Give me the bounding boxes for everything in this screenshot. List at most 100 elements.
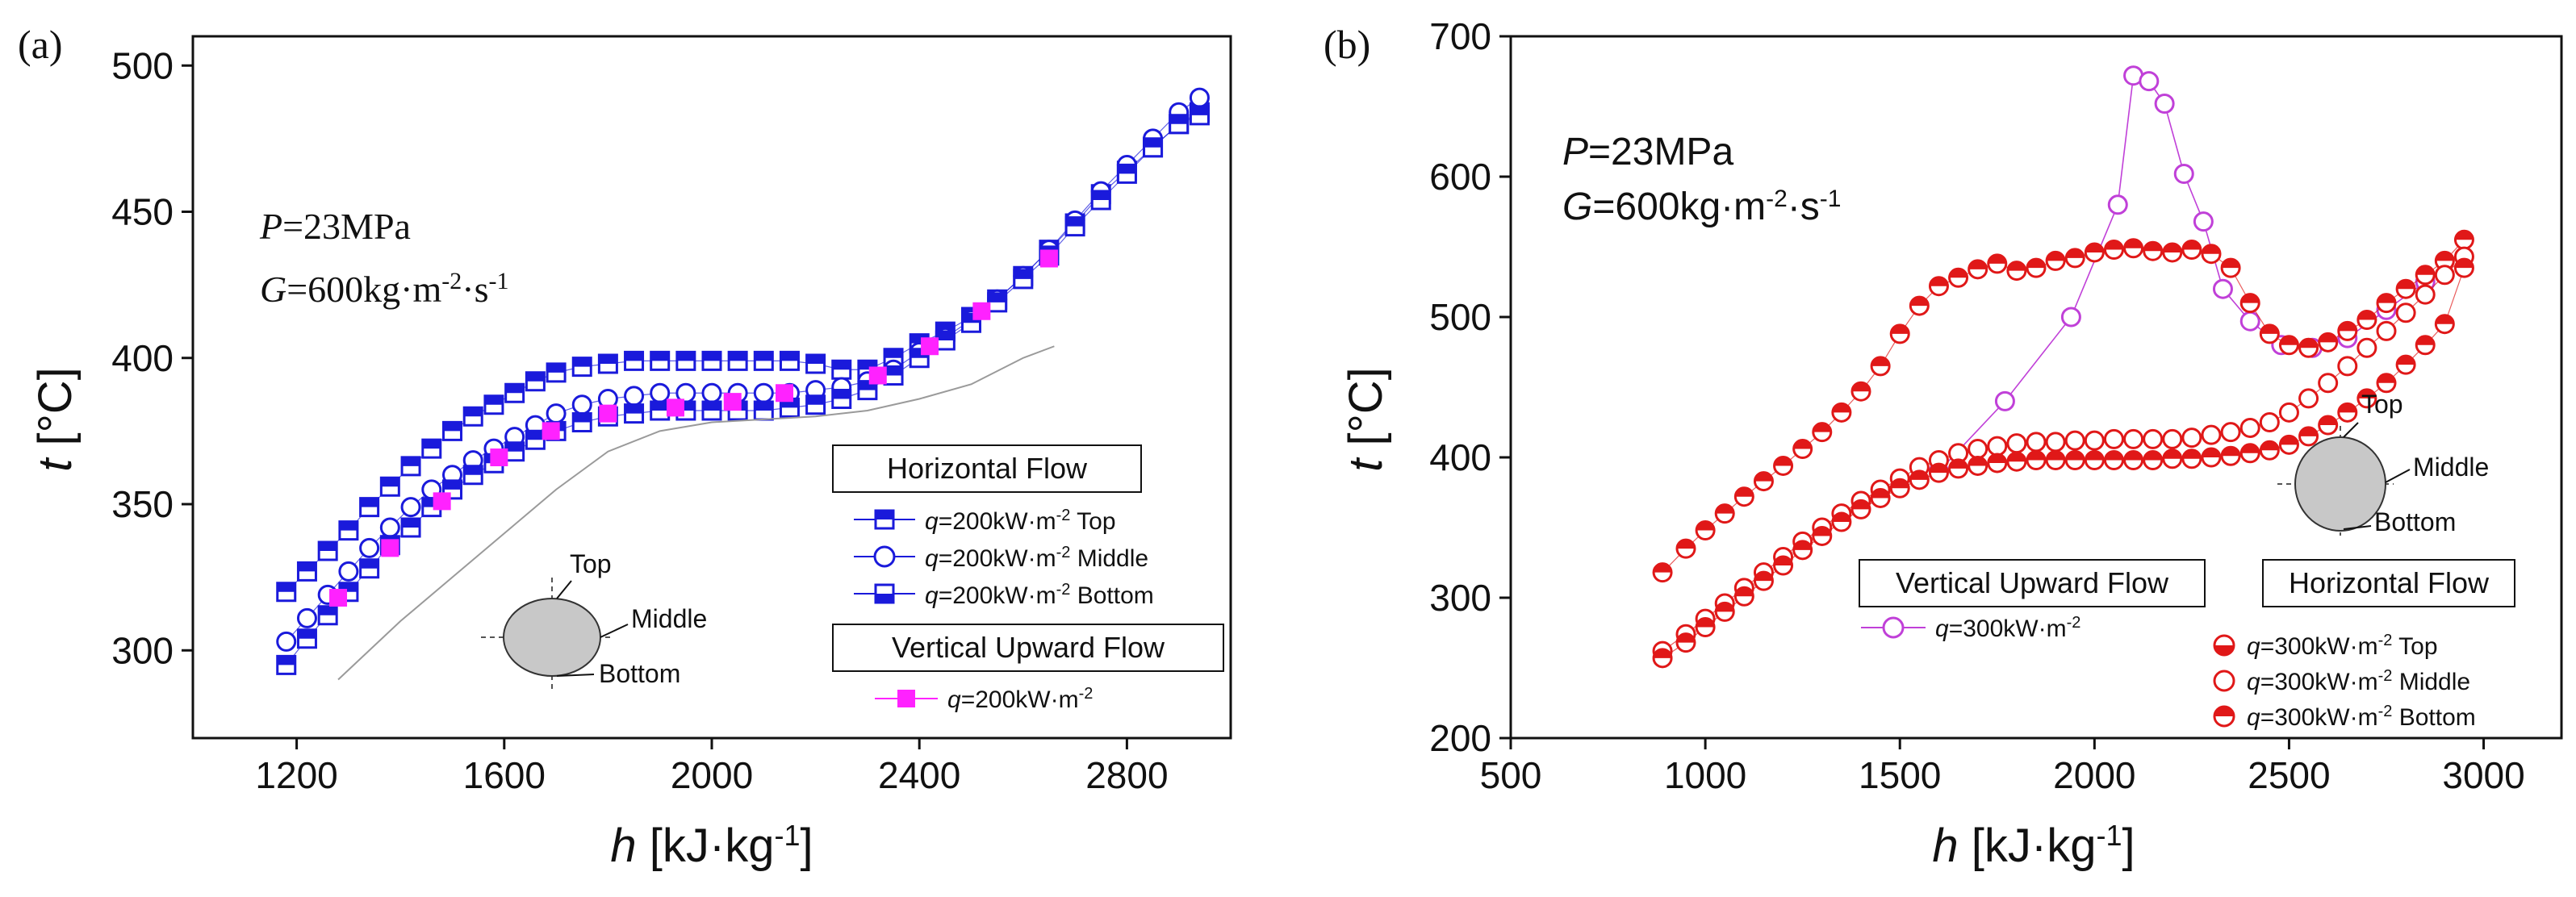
panel-b-data-point xyxy=(2356,388,2377,409)
panel-b-data-point xyxy=(2376,320,2397,341)
panel-a-data-point xyxy=(650,350,671,371)
panel-b-data-point xyxy=(2395,278,2416,299)
panel-a-data-point xyxy=(462,465,483,486)
panel-a-x-tick-label: 2000 xyxy=(671,754,753,796)
panel-a-data-point xyxy=(400,497,421,518)
panel-a-legend-group-box-vertical xyxy=(832,624,1224,672)
panel-a-data-point xyxy=(381,539,399,557)
panel-b-data-point xyxy=(1909,469,1930,490)
panel-b-y-tick-label: 400 xyxy=(1429,436,1491,478)
panel-b-data-point xyxy=(1889,478,1910,499)
panel-b-data-point xyxy=(2181,428,2202,448)
legend-marker-middle xyxy=(873,545,896,568)
panel-a-data-point xyxy=(1143,137,1164,158)
panel-a-data-point xyxy=(421,438,442,459)
panel-b-data-point xyxy=(2107,194,2128,215)
panel-a-data-point xyxy=(525,429,546,450)
panel-b-data-point xyxy=(2181,239,2202,260)
panel-b-data-point xyxy=(2139,71,2160,92)
panel-b-mass-flux-label: G=600kg·m-2·s-1 xyxy=(1562,186,1841,229)
panel-a-data-point xyxy=(1189,87,1210,108)
panel-b-data-point xyxy=(2259,412,2280,432)
panel-b-data-point xyxy=(2181,448,2202,469)
panel-b-data-point xyxy=(2084,430,2105,451)
panel-b-data-point xyxy=(1652,648,1673,669)
panel-b-data-point xyxy=(2143,240,2164,261)
panel-a-legend-item-middle: q=200kW·m-2 Middle xyxy=(854,544,1148,572)
panel-b-data-point xyxy=(1773,555,1794,576)
panel-b-data-point xyxy=(2415,335,2436,356)
panel-a-data-point xyxy=(805,353,826,374)
panel-a-data-point xyxy=(1090,190,1111,211)
panel-b-data-point xyxy=(2201,447,2222,468)
panel-a-y-tick-label: 300 xyxy=(111,629,174,671)
panel-b-legend-label-top: q=300kW·m-2 Top xyxy=(2247,632,2438,660)
panel-a-data-point xyxy=(490,448,508,466)
panel-b-series-1 xyxy=(1652,229,2474,583)
panel-b-data-point xyxy=(1994,390,2015,411)
panel-b-data-point xyxy=(2318,415,2339,436)
panel-b-data-point xyxy=(1812,525,1833,546)
panel-a-data-point xyxy=(338,520,359,541)
panel-b-data-point xyxy=(2415,284,2436,305)
panel-b-pipe-cross-section: Top Middle Bottom xyxy=(2277,390,2489,536)
pipe-label-middle: Middle xyxy=(631,604,707,633)
panel-a-data-point xyxy=(597,353,618,374)
panel-b-data-point xyxy=(1870,356,1891,377)
panel-a-data-point xyxy=(462,406,483,427)
panel-b-data-point xyxy=(1675,632,1696,653)
panel-a-legend-label-bottom: q=200kW·m-2 Bottom xyxy=(925,581,1154,609)
panel-a-data-point xyxy=(1064,216,1085,237)
panel-a-data-point xyxy=(935,330,956,351)
panel-b-data-point xyxy=(1968,439,1988,460)
panel-b-x-tick-label: 1000 xyxy=(1664,754,1746,796)
panel-b-y-tick-label: 300 xyxy=(1429,577,1491,619)
panel-a-axes: 1200 1600 2000 2400 2800 300 350 400 450 500 xyxy=(111,44,1168,796)
panel-b-data-point xyxy=(1870,487,1891,508)
panel-a-data-point xyxy=(1189,105,1210,126)
panel-a-y-tick-label: 350 xyxy=(111,483,174,525)
panel-a-data-point xyxy=(571,357,592,378)
panel-a-data-point xyxy=(675,350,696,371)
panel-a-x-axis-label: h [kJ·kg-1] xyxy=(610,819,813,873)
panel-a-data-point xyxy=(776,384,794,403)
panel-a-data-point xyxy=(400,517,421,538)
panel-a-data-point xyxy=(359,497,380,518)
panel-b-data-point xyxy=(2064,248,2085,269)
panel-b-x-tick-label: 3000 xyxy=(2442,754,2524,796)
panel-b-data-point xyxy=(1753,471,1774,492)
panel-a-data-point xyxy=(1116,163,1137,184)
panel-b-data-point xyxy=(1733,486,1754,507)
panel-b-data-point xyxy=(1968,259,1988,280)
panel-b-data-point xyxy=(2212,278,2233,299)
panel-b-data-point xyxy=(2434,314,2455,335)
panel-b-data-point xyxy=(2337,356,2358,377)
panel-a-data-point xyxy=(727,350,748,371)
panel-b: (b) 500 1000 1500 2000 2500 3000 200 300 400 500 6… xyxy=(1324,15,2563,872)
legend-marker-middle xyxy=(2213,670,2235,692)
panel-a-data-point xyxy=(317,540,338,561)
panel-b-x-tick-label: 1500 xyxy=(1859,754,1941,796)
panel-b-data-point xyxy=(2201,244,2222,265)
panel-b-data-point xyxy=(2239,293,2260,314)
panel-a-series-4 xyxy=(337,345,1055,681)
panel-a-data-point xyxy=(442,420,462,441)
panel-a-data-point xyxy=(972,302,991,320)
panel-a-data-point xyxy=(666,398,684,417)
panel-b-data-point xyxy=(2239,311,2260,332)
panel-b-data-point xyxy=(2239,443,2260,464)
panel-b-data-point xyxy=(1948,267,1969,288)
panel-a-data-point xyxy=(504,441,525,462)
panel-b-legend-item-vertical: q=300kW·m-2 xyxy=(1861,614,2080,642)
panel-b-data-point xyxy=(2278,402,2299,423)
panel-a-data-point xyxy=(296,628,317,649)
panel-b-legend-group-box-vertical xyxy=(1859,559,2206,607)
panel-b-data-point xyxy=(2006,451,2027,472)
legend-marker-vertical xyxy=(897,690,915,707)
panel-b-data-point xyxy=(1695,617,1716,638)
panel-a-data-point xyxy=(723,393,742,411)
panel-b-data-point xyxy=(2084,242,2105,263)
panel-a-data-point xyxy=(276,654,297,675)
panel-a-data-point xyxy=(276,631,297,652)
panel-b-data-point xyxy=(2162,448,2183,469)
